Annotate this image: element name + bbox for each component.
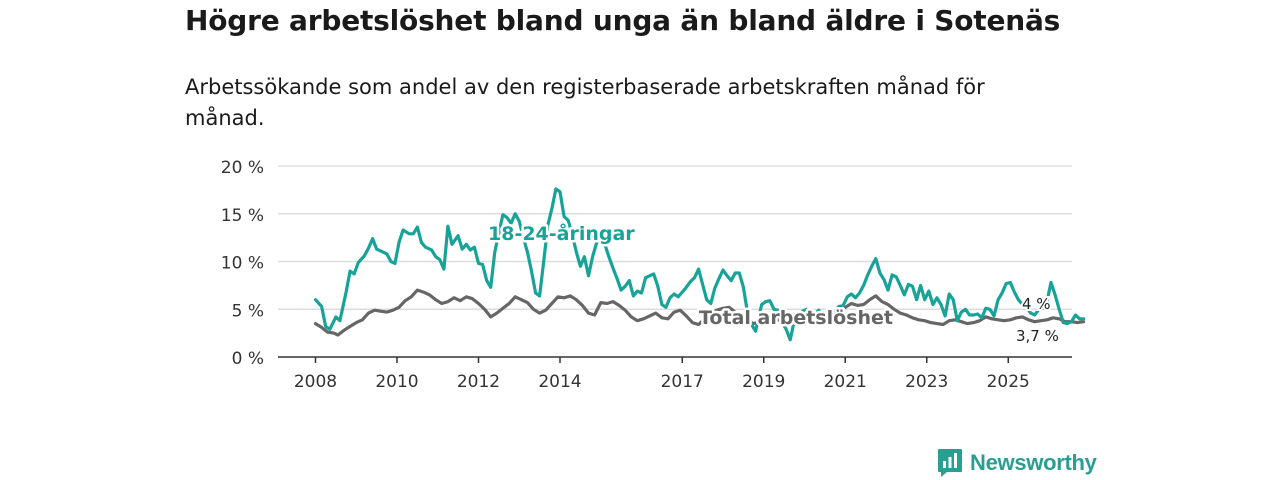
- end-label-total: 3,7 %: [1016, 327, 1059, 345]
- newsworthy-logo-icon: [938, 449, 962, 477]
- x-tick-label: 2025: [987, 372, 1030, 392]
- y-tick-label: 20 %: [221, 158, 264, 178]
- series-line-youth: [313, 187, 1086, 342]
- end-label-youth: 4 %: [1022, 295, 1051, 313]
- chart-subtitle: Arbetssökande som andel av den registerb…: [185, 75, 985, 130]
- x-tick-label: 2023: [905, 372, 948, 392]
- logo-text: Newsworthy: [970, 450, 1097, 475]
- x-tick-label: 2008: [294, 372, 337, 392]
- series-labels: 18-24-åringar Total arbetslöshet 4 % 3,7 %: [486, 219, 1061, 348]
- series-lines: [313, 187, 1086, 342]
- y-axis-ticks: 0 % 5 % 10 % 15 % 20 %: [221, 158, 264, 369]
- series-label-total: Total arbetslöshet: [699, 307, 893, 329]
- x-tick-label: 2012: [457, 372, 500, 392]
- x-axis-ticks: 2008 2010 2012 2014 2017 2019 2021 2023 2025: [294, 357, 1030, 392]
- y-tick-label: 10 %: [221, 254, 264, 274]
- grid-lines: [278, 165, 1072, 310]
- x-tick-label: 2014: [538, 372, 581, 392]
- y-tick-label: 15 %: [221, 206, 264, 226]
- x-tick-label: 2021: [824, 372, 867, 392]
- series-line-total: [313, 288, 1086, 337]
- x-tick-label: 2010: [375, 372, 418, 392]
- x-tick-label: 2017: [661, 372, 704, 392]
- chart-title: Högre arbetslöshet bland unga än bland ä…: [185, 4, 1061, 37]
- y-tick-label: 5 %: [232, 301, 264, 321]
- newsworthy-logo: Newsworthy: [937, 448, 1097, 478]
- x-tick-label: 2019: [742, 372, 785, 392]
- series-label-youth: 18-24-åringar: [488, 221, 635, 245]
- y-tick-label: 0 %: [232, 349, 264, 369]
